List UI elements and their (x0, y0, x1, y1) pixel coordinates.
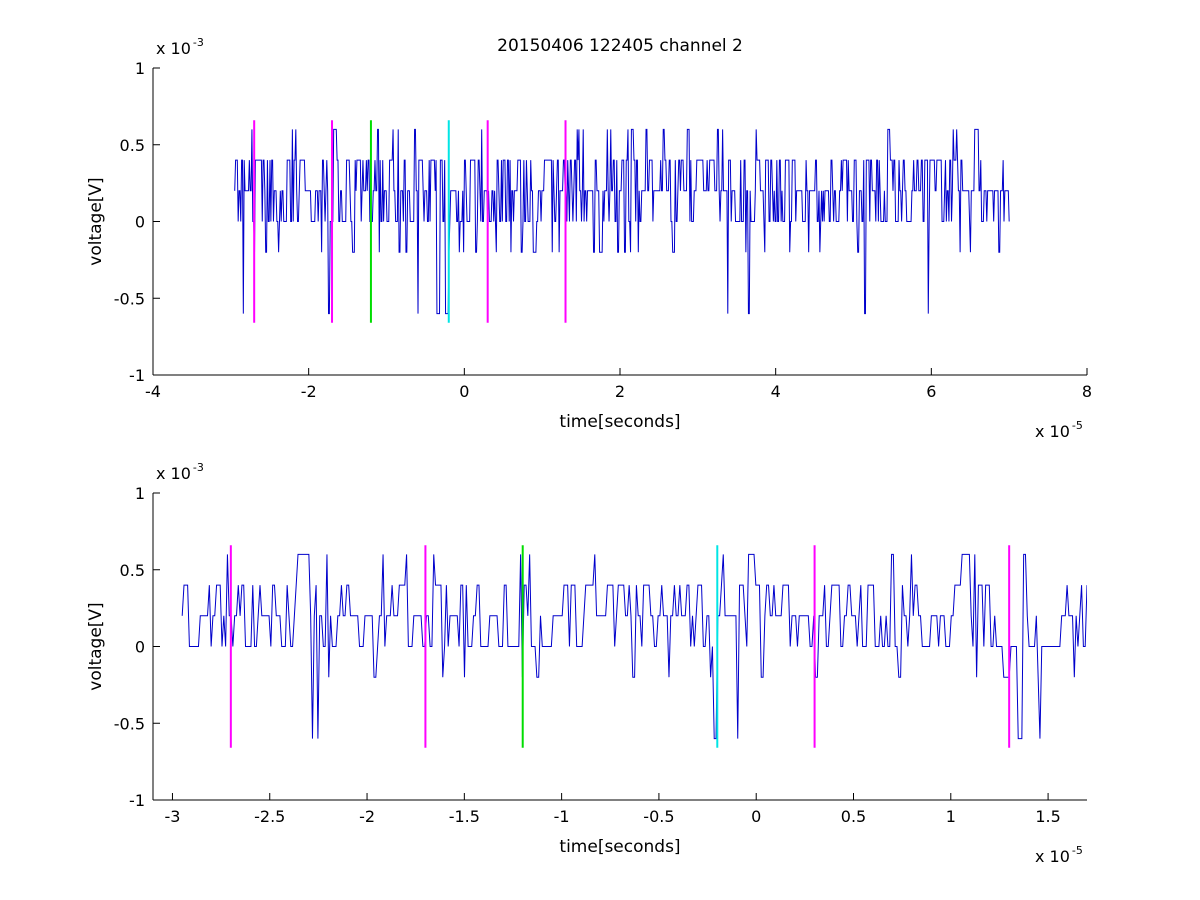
x-tick-label: -2 (359, 807, 375, 826)
x-tick-label: -4 (145, 382, 161, 401)
y-tick-label: 1 (135, 59, 145, 78)
x-axis-label: time[seconds] (559, 837, 680, 857)
x-tick-label: 8 (1082, 382, 1092, 401)
x-tick-label: 6 (926, 382, 936, 401)
x-tick-label: -2.5 (254, 807, 285, 826)
x-tick-label: -2 (301, 382, 317, 401)
x-tick-label: 0 (751, 807, 761, 826)
x-tick-label: -3 (164, 807, 180, 826)
signal-trace (181, 553, 1087, 740)
x-axis-label: time[seconds] (559, 412, 680, 432)
y-axis-label: voltage[V] (86, 177, 106, 265)
x-tick-label: 1.5 (1035, 807, 1060, 826)
y-tick-label: 0 (135, 638, 145, 657)
y-tick-label: -0.5 (114, 714, 145, 733)
y-tick-label: 0 (135, 213, 145, 232)
x-tick-label: -1.5 (449, 807, 480, 826)
x-tick-label: 4 (771, 382, 781, 401)
x-tick-label: 0.5 (841, 807, 866, 826)
y-axis-label: voltage[V] (86, 602, 106, 690)
y-tick-label: -0.5 (114, 289, 145, 308)
x-tick-label: 0 (459, 382, 469, 401)
y-tick-label: -1 (129, 791, 145, 810)
x-tick-label: 1 (946, 807, 956, 826)
y-tick-label: 0.5 (120, 136, 145, 155)
x-tick-label: -0.5 (643, 807, 674, 826)
figure-title: 20150406 122405 channel 2 (497, 36, 743, 56)
signal-trace (234, 128, 1010, 315)
y-tick-label: 1 (135, 484, 145, 503)
x-tick-label: -1 (554, 807, 570, 826)
x-tick-label: 2 (615, 382, 625, 401)
y-tick-label: 0.5 (120, 561, 145, 580)
y-tick-label: -1 (129, 366, 145, 385)
